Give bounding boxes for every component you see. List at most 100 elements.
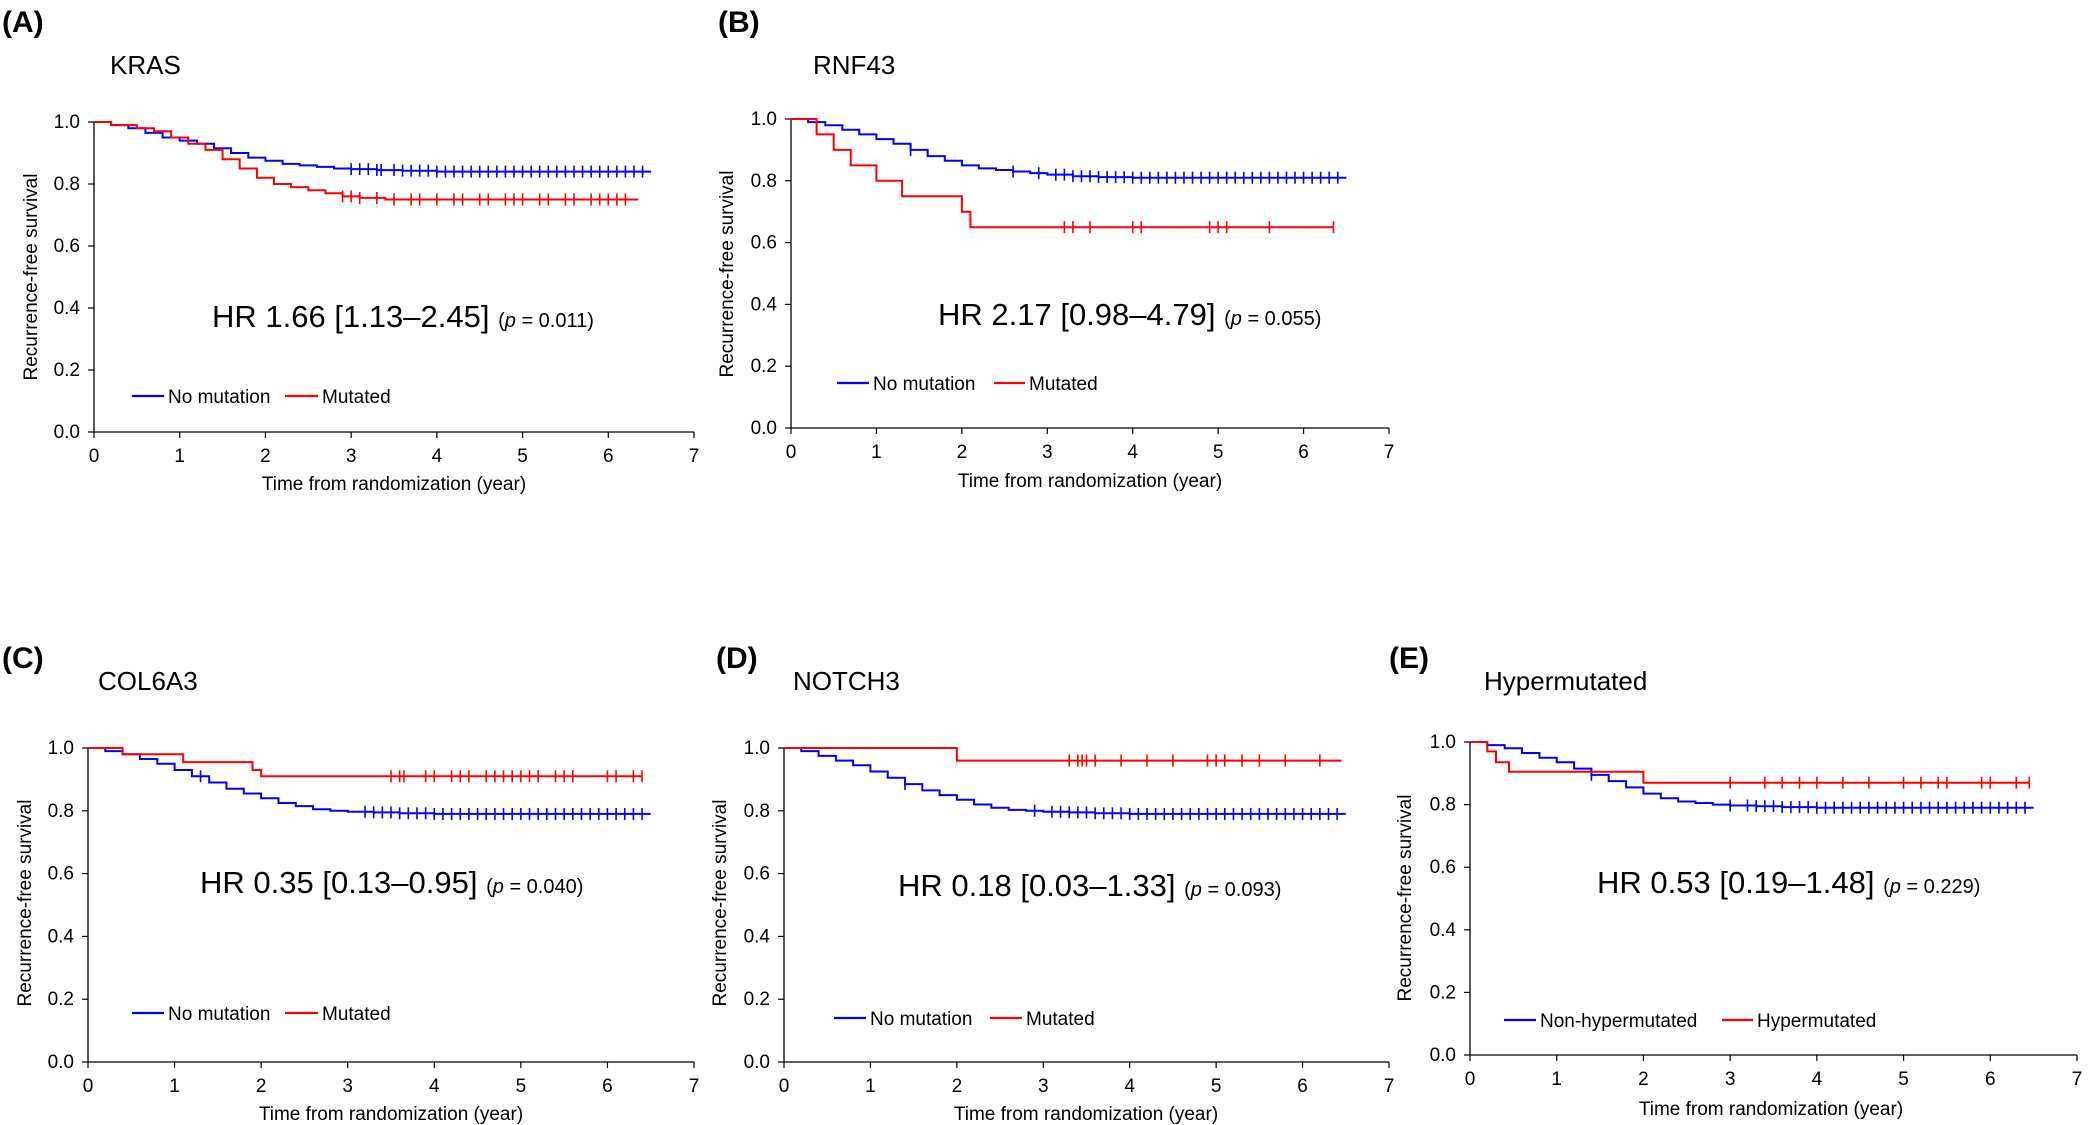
km-curve-comparison [88, 747, 643, 778]
y-tick-label: 0.6 [1430, 857, 1456, 878]
x-tick-label: 3 [1042, 442, 1053, 463]
x-tick-label: 3 [1725, 1069, 1736, 1090]
x-tick-label: 5 [1898, 1069, 1909, 1090]
y-axis-label: Recurrence-free survival [21, 174, 42, 381]
x-tick-label: 7 [689, 1076, 700, 1097]
x-tick-label: 4 [1127, 442, 1138, 463]
x-axis-label: Time from randomization (year) [1639, 1099, 1903, 1120]
legend: No mutation Mutated [834, 1009, 1095, 1030]
y-tick-label: 0.8 [54, 174, 80, 195]
x-tick-label: 2 [957, 442, 968, 463]
y-tick-label: 1.0 [54, 112, 80, 133]
km-curve-comparison [784, 747, 1342, 762]
y-tick-label: 0.2 [54, 360, 80, 381]
km-panel-2: (B) RNF43 0.0 0.2 0.4 0.6 0.8 1.0 0 1 2 3 4 5 6 7 Time f… [717, 6, 1394, 492]
x-tick-label: 3 [342, 1076, 353, 1097]
hazard-ratio-annotation: HR 0.35 [0.13–0.95] (p = 0.040) [200, 865, 583, 900]
x-tick-label: 0 [89, 446, 100, 467]
x-tick-label: 6 [1298, 442, 1309, 463]
km-panel-3: (C) COL6A3 0.0 0.2 0.4 0.6 0.8 1.0 0 1 2 3 4 5 6 7 Time … [2, 642, 699, 1125]
x-tick-label: 5 [516, 1076, 527, 1097]
y-tick-label: 0.4 [744, 926, 771, 947]
x-tick-label: 0 [779, 1076, 790, 1097]
y-axis-label: Recurrence-free survival [1395, 795, 1416, 1002]
x-tick-label: 6 [1297, 1076, 1308, 1097]
x-tick-label: 7 [1384, 1076, 1395, 1097]
x-tick-label: 7 [2072, 1069, 2083, 1090]
y-tick-label: 1.0 [48, 738, 74, 759]
y-tick-label: 0.2 [751, 356, 777, 377]
x-tick-label: 3 [346, 446, 357, 467]
y-tick-label: 1.0 [744, 738, 770, 759]
y-tick-label: 0.4 [751, 294, 778, 315]
y-tick-label: 1.0 [1430, 732, 1456, 753]
y-axis-label: Recurrence-free survival [710, 800, 731, 1007]
y-tick-label: 0.0 [744, 1052, 770, 1073]
x-tick-label: 1 [871, 442, 882, 463]
x-tick-label: 4 [1124, 1076, 1135, 1097]
panel-title: COL6A3 [98, 666, 198, 696]
panel-title: RNF43 [813, 50, 895, 80]
km-panel-1: (A) KRAS 0.0 0.2 0.4 0.6 0.8 1.0 0 1 2 3 4 5 6 7 Time fr… [2, 6, 699, 495]
y-tick-label: 0.6 [744, 864, 770, 885]
legend: Non-hypermutated Hypermutated [1504, 1011, 1876, 1032]
x-tick-label: 1 [1551, 1069, 1562, 1090]
y-tick-label: 0.0 [54, 422, 80, 443]
km-curve-comparison [1470, 741, 2030, 784]
x-tick-label: 2 [952, 1076, 963, 1097]
x-tick-label: 0 [786, 442, 797, 463]
y-tick-label: 1.0 [751, 109, 777, 130]
legend-label: Mutated [1026, 1009, 1095, 1030]
y-tick-label: 0.6 [54, 236, 80, 257]
x-tick-label: 5 [1211, 1076, 1222, 1097]
x-tick-label: 4 [432, 446, 443, 467]
y-tick-label: 0.2 [744, 989, 770, 1010]
y-tick-label: 0.4 [54, 298, 81, 319]
km-panel-4: (D) NOTCH3 0.0 0.2 0.4 0.6 0.8 1.0 0 1 2 3 4 5 6 7 Time … [710, 642, 1394, 1125]
panel-letter: (B) [718, 6, 760, 39]
legend-label: No mutation [873, 374, 975, 395]
y-tick-label: 0.8 [48, 801, 74, 822]
legend-label: Non-hypermutated [1540, 1011, 1697, 1032]
km-curve-reference [784, 747, 1346, 815]
y-tick-label: 0.6 [48, 864, 74, 885]
x-tick-label: 4 [429, 1076, 440, 1097]
x-axis-label: Time from randomization (year) [954, 1104, 1218, 1125]
legend-label: No mutation [168, 387, 270, 408]
y-tick-label: 0.0 [48, 1052, 74, 1073]
x-tick-label: 2 [260, 446, 271, 467]
legend-label: Mutated [322, 387, 391, 408]
legend: No mutation Mutated [837, 374, 1098, 395]
km-curve-reference [94, 121, 652, 173]
y-tick-label: 0.2 [1430, 982, 1456, 1003]
legend-label: Hypermutated [1757, 1011, 1876, 1032]
legend-label: Mutated [322, 1004, 391, 1025]
x-tick-label: 5 [1213, 442, 1224, 463]
legend: No mutation Mutated [132, 387, 391, 408]
y-tick-label: 0.8 [751, 171, 777, 192]
panel-title: Hypermutated [1484, 666, 1647, 696]
hazard-ratio-annotation: HR 0.18 [0.03–1.33] (p = 0.093) [898, 868, 1281, 903]
x-tick-label: 1 [865, 1076, 876, 1097]
x-tick-label: 5 [517, 446, 528, 467]
y-axis-label: Recurrence-free survival [15, 800, 36, 1007]
y-tick-label: 0.4 [48, 926, 75, 947]
x-axis-label: Time from randomization (year) [262, 474, 526, 495]
x-tick-label: 1 [174, 446, 185, 467]
x-tick-label: 6 [1985, 1069, 1996, 1090]
panel-letter: (E) [1389, 642, 1429, 675]
km-curve-comparison [94, 121, 639, 201]
km-curve-reference [791, 118, 1347, 179]
x-tick-label: 6 [603, 446, 614, 467]
x-tick-label: 2 [256, 1076, 267, 1097]
y-tick-label: 0.0 [751, 418, 777, 439]
legend: No mutation Mutated [132, 1004, 391, 1025]
hazard-ratio-annotation: HR 2.17 [0.98–4.79] (p = 0.055) [938, 297, 1321, 332]
x-tick-label: 2 [1638, 1069, 1649, 1090]
legend-label: No mutation [870, 1009, 972, 1030]
x-tick-label: 7 [1384, 442, 1395, 463]
x-tick-label: 1 [169, 1076, 180, 1097]
y-tick-label: 0.6 [751, 233, 777, 254]
x-tick-label: 0 [1465, 1069, 1476, 1090]
